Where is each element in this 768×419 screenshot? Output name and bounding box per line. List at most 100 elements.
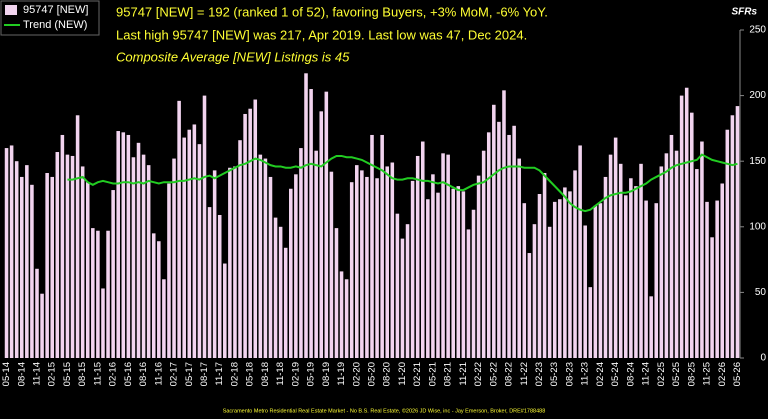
bar xyxy=(370,134,374,358)
bar xyxy=(730,115,735,358)
bar xyxy=(415,155,420,358)
bar xyxy=(207,207,212,358)
bar xyxy=(684,87,689,358)
bar xyxy=(172,158,176,358)
bar xyxy=(517,158,521,358)
bar xyxy=(157,241,161,358)
bar xyxy=(365,176,369,358)
bar xyxy=(735,106,740,358)
bar xyxy=(573,170,577,358)
bar xyxy=(578,145,582,358)
bar xyxy=(466,229,471,358)
bar xyxy=(334,228,339,358)
bar xyxy=(603,176,608,358)
bar xyxy=(629,178,633,358)
bar xyxy=(4,148,9,358)
bar xyxy=(649,296,653,358)
bar xyxy=(65,154,70,358)
x-tick-label: 02-20 xyxy=(351,362,362,386)
bar xyxy=(192,124,197,359)
x-tick-label: 08-14 xyxy=(16,362,27,386)
x-tick-label: 05-25 xyxy=(671,362,682,386)
bar xyxy=(25,165,29,358)
trend-line xyxy=(67,153,738,213)
y-tick-label: 100 xyxy=(749,221,766,232)
bar xyxy=(552,201,557,358)
y-axis-label: SFRs xyxy=(731,7,757,18)
bar xyxy=(583,225,587,358)
x-tick-label: 11-18 xyxy=(275,362,286,386)
bar xyxy=(294,174,298,358)
bar xyxy=(558,199,562,358)
bar xyxy=(314,150,318,358)
bar xyxy=(253,99,258,358)
bar xyxy=(238,140,242,358)
x-tick-label: 02-19 xyxy=(290,362,301,386)
bar xyxy=(715,200,719,358)
bar xyxy=(420,141,425,358)
bar xyxy=(339,271,344,358)
x-tick-label: 02-16 xyxy=(108,362,119,386)
bar xyxy=(80,166,85,358)
bar xyxy=(700,141,704,358)
bar xyxy=(705,201,709,358)
bar xyxy=(481,150,486,358)
legend-box xyxy=(0,0,100,36)
y-tick-label: 50 xyxy=(755,287,767,298)
x-tick-label: 05-14 xyxy=(1,362,12,386)
bar xyxy=(634,186,638,358)
x-tick-label: 02-21 xyxy=(412,362,423,386)
bar xyxy=(563,187,567,358)
bar xyxy=(289,188,293,358)
legend: 95747 [NEW] Trend (NEW) xyxy=(0,0,100,36)
bar xyxy=(431,174,435,358)
x-tick-label: 05-21 xyxy=(427,362,438,386)
x-tick-label: 11-15 xyxy=(92,362,103,386)
x-tick-label: 11-19 xyxy=(336,362,347,386)
bar xyxy=(299,148,303,358)
bar xyxy=(395,213,400,358)
x-tick-label: 08-22 xyxy=(504,362,515,386)
bar xyxy=(182,137,186,358)
x-tick-label: 11-22 xyxy=(519,362,530,386)
x-tick-label: 05-17 xyxy=(184,362,195,386)
bar xyxy=(679,95,684,358)
bar xyxy=(35,268,39,358)
bar xyxy=(542,173,547,358)
bar xyxy=(223,263,227,358)
x-tick-label: 05-18 xyxy=(245,362,256,386)
bar xyxy=(725,129,730,358)
bar xyxy=(385,166,390,358)
x-tick-label: 08-23 xyxy=(564,362,575,386)
x-tick-label: 02-26 xyxy=(717,362,728,386)
bar xyxy=(532,224,537,358)
bar xyxy=(375,178,379,358)
x-tick-label: 02-23 xyxy=(534,362,545,386)
bar xyxy=(202,95,207,358)
bar xyxy=(486,132,491,358)
x-tick-label: 11-24 xyxy=(641,362,652,386)
bar xyxy=(91,228,95,358)
bar xyxy=(456,186,461,358)
bar xyxy=(695,169,699,358)
bar xyxy=(9,145,14,358)
bar xyxy=(588,287,593,358)
bar xyxy=(96,230,100,358)
bar xyxy=(141,154,146,358)
bar xyxy=(116,131,120,358)
x-tick-label: 05-20 xyxy=(367,362,378,386)
annotation: Last high 95747 [NEW] was 217, Apr 2019.… xyxy=(116,27,527,42)
bar xyxy=(593,205,598,358)
x-tick-label: 08-19 xyxy=(321,362,332,386)
bar xyxy=(75,115,80,358)
bar xyxy=(568,191,572,358)
bar xyxy=(659,166,664,358)
bar xyxy=(233,166,237,358)
bar xyxy=(283,247,288,358)
bar xyxy=(710,237,714,358)
bar xyxy=(471,209,476,358)
x-tick-label: 05-26 xyxy=(732,362,743,386)
bar xyxy=(451,188,455,358)
x-tick-label: 05-22 xyxy=(488,362,499,386)
